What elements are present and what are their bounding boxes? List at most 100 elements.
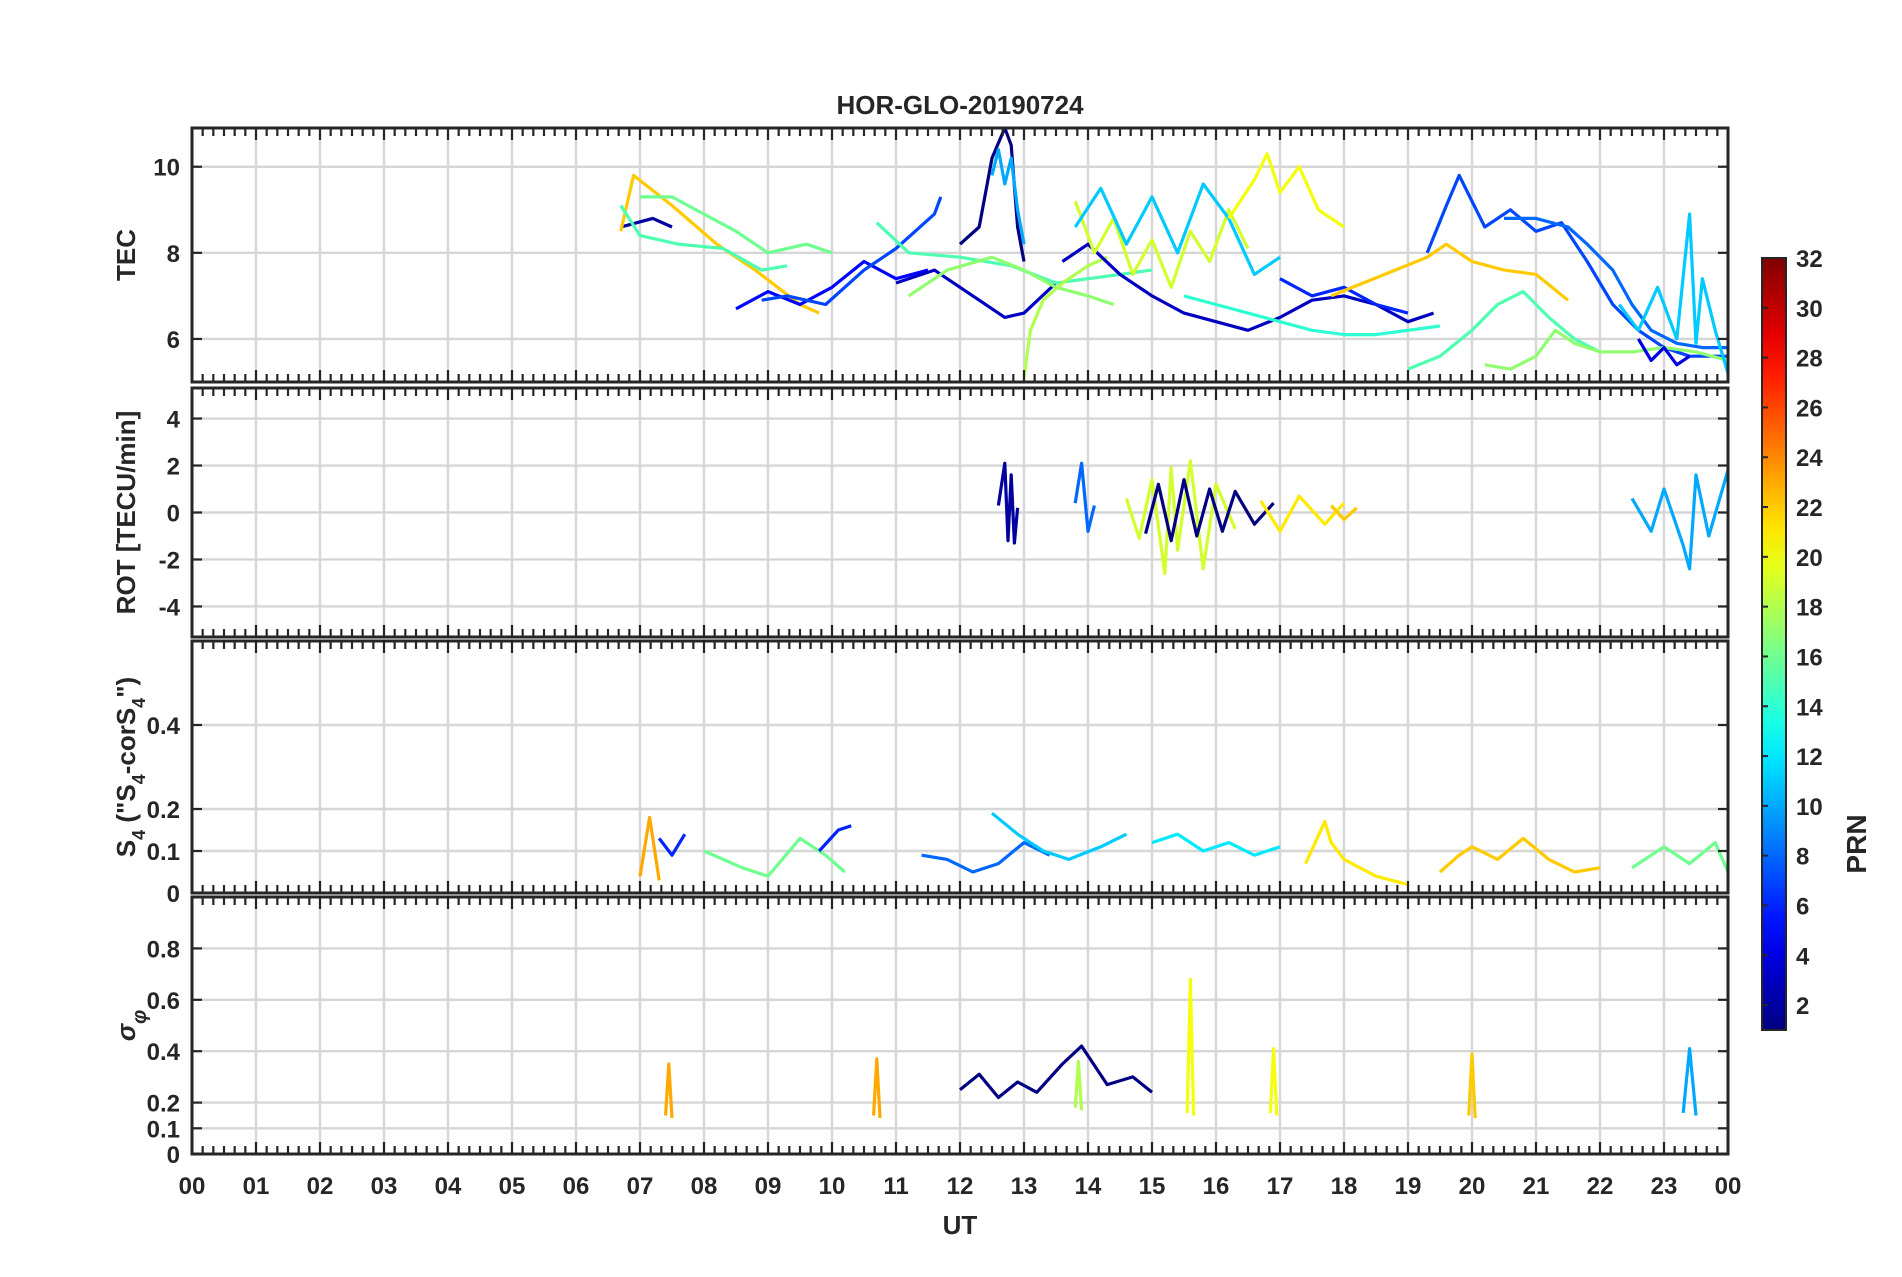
y-tick-label: 0.1 [147, 1116, 180, 1143]
y-tick-label: 6 [167, 327, 180, 354]
panel-tec-frame [190, 126, 1730, 384]
colorbar-tick-label: 24 [1796, 445, 1823, 472]
x-tick-label: 20 [1459, 1173, 1486, 1200]
colorbar-tick-label: 28 [1796, 346, 1823, 373]
panel-rot-series [996, 459, 1728, 576]
panel-tec-series-11 [1022, 255, 1108, 378]
panel-rot-frame [190, 386, 1730, 639]
panel-tec-series-14 [1073, 182, 1281, 276]
x-tick-label: 18 [1331, 1173, 1358, 1200]
panel-tec-series-24 [1637, 338, 1691, 367]
y-tick-label: 0.6 [147, 988, 180, 1015]
panel-s4-frame [190, 639, 1730, 895]
panel-rot-series-5 [1630, 469, 1728, 571]
panel-rot-y-label: ROT [TECU/min] [111, 411, 141, 615]
y-tick-label: -2 [159, 547, 180, 574]
y-tick-label: 0 [167, 881, 180, 908]
panel-sigma-series [664, 977, 1698, 1119]
panel-tec-border [190, 126, 1730, 384]
panel-tec-series-3 [640, 195, 833, 255]
panel-tec-series-8 [907, 255, 1115, 307]
panel-sigma-series-5 [1467, 1052, 1477, 1119]
x-tick-label: 06 [563, 1173, 590, 1200]
colorbar-tick-label: 14 [1796, 694, 1823, 721]
panel-tec-series-4 [735, 259, 929, 311]
x-tick-label: 08 [691, 1173, 718, 1200]
chart-title: HOR-GLO-20190724 [836, 90, 1084, 120]
panel-rot-grid [190, 388, 1730, 637]
panel-tec-series-23 [1617, 212, 1728, 374]
panel-s4: 0 0.1 0.2 0.4S4 ("S4-corS4") [111, 639, 1730, 908]
panel-s4-y-label: S4 ("S4-corS4") [111, 677, 149, 857]
x-tick-label: 00 [179, 1173, 206, 1200]
panel-sigma-frame [190, 895, 1730, 1156]
panel-tec-series-2 [619, 204, 788, 272]
panel-tec-series-22 [1484, 328, 1728, 371]
colorbar-label: PRN [1841, 814, 1872, 873]
y-tick-label: 0 [167, 1142, 180, 1169]
panel-rot-series-0 [996, 461, 1020, 545]
colorbar-tick-label: 4 [1796, 943, 1810, 970]
panel-tec-series-13 [1073, 200, 1250, 289]
x-tick-label: 22 [1587, 1173, 1614, 1200]
panel-tec-series-10 [990, 147, 1026, 245]
y-tick-label: 0.1 [147, 839, 180, 866]
y-tick-label: 0.4 [147, 713, 181, 740]
panel-tec-series-9 [958, 128, 1026, 262]
y-tick-label: 8 [167, 241, 180, 268]
panel-s4-series-8 [1438, 836, 1601, 874]
x-tick-label: 02 [307, 1173, 334, 1200]
x-tick-label: 12 [947, 1173, 974, 1200]
panel-tec-series-15 [1227, 152, 1345, 229]
panel-rot-series-3 [1144, 478, 1275, 543]
x-tick-label: 15 [1139, 1173, 1166, 1200]
panel-sigma-series-6 [1681, 1046, 1698, 1116]
panel-tec: 6 8 10 TEC [111, 126, 1730, 384]
x-tick-label: 14 [1075, 1173, 1102, 1200]
x-tick-label: 01 [243, 1173, 270, 1200]
colorbar-tick-label: 32 [1796, 246, 1823, 273]
x-tick-label: 11 [883, 1173, 908, 1200]
panel-tec-series-17 [1279, 277, 1409, 315]
x-tick-label: 21 [1523, 1173, 1550, 1200]
panel-s4-series-3 [818, 824, 852, 853]
panel-s4-series-9 [1631, 840, 1728, 873]
panel-sigma-grid [190, 897, 1730, 1154]
y-tick-label: -4 [159, 594, 181, 621]
panel-rot: -4 -2 0 2 4 ROT [TECU/min] [111, 386, 1730, 639]
y-tick-label: 0.2 [147, 1091, 180, 1118]
panel-sigma-y-label: σφ [111, 1010, 151, 1041]
y-tick-label: 2 [167, 454, 180, 481]
panel-rot-series-6 [1330, 504, 1358, 522]
y-tick-label: 0 [167, 501, 180, 528]
y-tick-label: 0.4 [147, 1039, 181, 1066]
y-tick-label: 4 [167, 407, 181, 434]
panel-tec-series-20 [1504, 216, 1728, 350]
x-tick-label: 00 [1715, 1173, 1742, 1200]
x-tick-label: 13 [1011, 1173, 1038, 1200]
x-axis-label: UT [943, 1210, 978, 1240]
y-tick-label: 10 [153, 155, 180, 182]
colorbar-tick-label: 30 [1796, 296, 1823, 323]
x-tick-label: 17 [1267, 1173, 1294, 1200]
panel-rot-series-4 [1259, 494, 1346, 533]
y-tick-label: 0.2 [147, 797, 180, 824]
colorbar-tick-label: 12 [1796, 744, 1823, 771]
panel-tec-series-16 [1183, 294, 1441, 337]
colorbar-gradient [1761, 257, 1787, 1031]
x-tick-label: 16 [1203, 1173, 1230, 1200]
panel-s4-series-4 [921, 840, 1051, 874]
x-tick-label: 23 [1651, 1173, 1678, 1200]
colorbar-tick-label: 16 [1796, 644, 1823, 671]
panel-sigma-series-4 [1268, 1046, 1279, 1116]
colorbar-tick-label: 10 [1796, 794, 1823, 821]
panel-sigma-series-2 [872, 1057, 882, 1119]
colorbar-tick-label: 18 [1796, 595, 1823, 622]
x-tick-label: 03 [371, 1173, 398, 1200]
panel-s4-series-1 [657, 833, 687, 857]
panel-sigma-series-1 [664, 1062, 674, 1119]
panel-tec-series-6 [895, 268, 1058, 319]
panel-s4-border [190, 639, 1730, 895]
